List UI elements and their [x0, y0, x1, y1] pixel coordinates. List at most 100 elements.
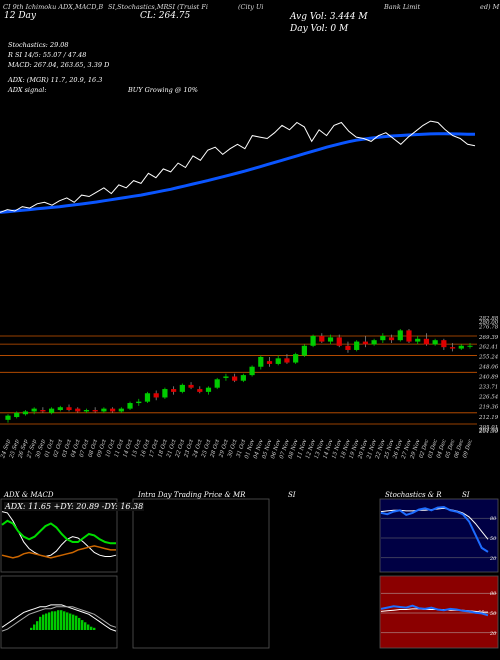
x-tick-label: 08 Oct — [88, 438, 100, 458]
macd-histogram-bar — [57, 610, 60, 630]
stoch-d-line — [380, 507, 489, 540]
candle-body — [5, 415, 11, 420]
adx-signal-label: ADX signal: — [8, 86, 47, 94]
intraday-panel-title-suffix: SI — [288, 491, 296, 499]
candle-body — [232, 376, 238, 381]
rsi-line — [380, 604, 489, 617]
candle-body — [118, 408, 124, 412]
rsi-tick-label: 20 — [489, 631, 497, 637]
candle-body — [397, 330, 403, 341]
x-tick-label: 24 Oct — [192, 438, 204, 459]
y-tick-label: 262.41 — [478, 345, 498, 351]
x-tick-label: 09 Oct — [96, 438, 108, 458]
candle-body — [214, 379, 220, 388]
x-tick-label: 28 Oct — [209, 438, 221, 459]
candle-body — [310, 335, 316, 346]
x-tick-label: 07 Oct — [79, 438, 91, 458]
intraday-panel-frame — [132, 498, 270, 649]
adx-line — [1, 511, 117, 558]
macd-histogram-bar — [48, 612, 51, 630]
candle-body — [380, 335, 386, 341]
candle-body — [467, 345, 473, 347]
x-tick-label: 01 Oct — [44, 438, 56, 458]
x-tick-label: 22 Oct — [174, 438, 186, 459]
adx-panel-title: ADX & MACD — [4, 491, 54, 499]
x-tick-label: 14 Oct — [123, 438, 135, 458]
header-title-right2: (City Ui — [238, 3, 264, 11]
candle-body — [40, 410, 46, 412]
candle-body — [301, 345, 307, 356]
stochastics-readout: Stochastics: 29.08 — [8, 41, 69, 49]
stoch-tick-label: 20 — [489, 556, 497, 562]
candle-body — [432, 340, 438, 345]
candle-body — [197, 389, 203, 392]
candle-body — [293, 354, 299, 363]
x-tick-label: 23 Oct — [183, 438, 195, 459]
candle-body — [249, 366, 255, 376]
macd-histogram-bar — [84, 622, 87, 630]
stoch-panel-title: Stochastics & R — [385, 491, 442, 499]
candle-body — [92, 410, 98, 412]
candle-body — [83, 410, 90, 412]
candle-body — [14, 412, 20, 418]
stoch-tick-label: 80 — [490, 516, 497, 522]
x-tick-label: 03 Oct — [61, 438, 73, 458]
candle-body — [345, 345, 351, 350]
candle-body — [48, 408, 55, 413]
stoch-k-line — [380, 505, 489, 553]
price-line — [0, 120, 476, 213]
intraday-panel-title: Intra Day Trading Price & MR — [138, 491, 246, 499]
x-tick-label: 09 Dec — [462, 439, 474, 459]
macd-histogram-bar — [87, 624, 90, 630]
header-title-right3: Bank Limit — [384, 3, 421, 11]
y-tick-label: 248.06 — [478, 365, 499, 371]
candle-body — [31, 408, 37, 412]
x-tick-label: 02 Oct — [53, 438, 65, 458]
macd-histogram-bar — [81, 620, 84, 630]
y-tick-label: 255.24 — [478, 355, 499, 361]
period-label: 12 Day — [4, 11, 36, 21]
candle-body — [162, 389, 168, 398]
adx-panel-readout: ADX: 11.65 +DY: 20.89 -DY: 16.38 — [4, 502, 145, 511]
candle-body — [153, 393, 159, 398]
rsi-tick-label: 50 — [490, 611, 497, 617]
macd-histogram-bar — [78, 617, 81, 630]
candle-body — [66, 407, 72, 411]
candle-body — [205, 387, 212, 392]
macd-line — [1, 604, 117, 632]
candle-body — [423, 338, 430, 345]
y-tick-label: 282.88 — [478, 316, 499, 322]
y-tick-label: 201.99 — [478, 429, 499, 435]
adx-signal-value: BUY Growing @ 10% — [128, 86, 198, 94]
y-tick-label: 205.01 — [478, 425, 498, 431]
x-tick-label: 10 Oct — [105, 438, 117, 458]
candle-body — [127, 403, 133, 409]
candle-body — [75, 408, 81, 412]
x-tick-label: 04 Oct — [70, 438, 82, 458]
header-title-left: CI 9th Ichimoku ADX,MACD,B — [3, 3, 104, 11]
y-tick-label: 212.19 — [478, 415, 499, 421]
candle-body — [275, 358, 281, 364]
x-tick-label: 21 Oct — [166, 438, 178, 459]
candle-body — [110, 408, 116, 412]
macd-readout: MACD: 267.04, 263.65, 3.39 D — [8, 61, 110, 69]
x-tick-label: 16 Oct — [140, 438, 152, 458]
candle-body — [258, 356, 264, 367]
macd-histogram-bar — [39, 616, 42, 630]
rsi-panel-frame — [379, 575, 499, 649]
y-tick-label: 280.00 — [478, 320, 499, 326]
macd-histogram-bar — [36, 621, 39, 630]
macd-histogram-bar — [45, 613, 48, 630]
x-tick-label: 04 Dec — [436, 439, 448, 459]
y-tick-label: 203.03 — [478, 428, 499, 434]
macd-histogram-bar — [90, 626, 93, 630]
candle-body — [22, 411, 29, 415]
header-title-right1: SI (Truist Fi — [168, 3, 208, 11]
macd-panel-frame — [0, 575, 118, 649]
macd-histogram-bar — [75, 615, 78, 630]
stoch-tick-label: 50 — [490, 536, 497, 542]
candle-body — [458, 345, 464, 349]
y-tick-label: 276.78 — [478, 325, 499, 331]
candle-body — [136, 401, 142, 404]
